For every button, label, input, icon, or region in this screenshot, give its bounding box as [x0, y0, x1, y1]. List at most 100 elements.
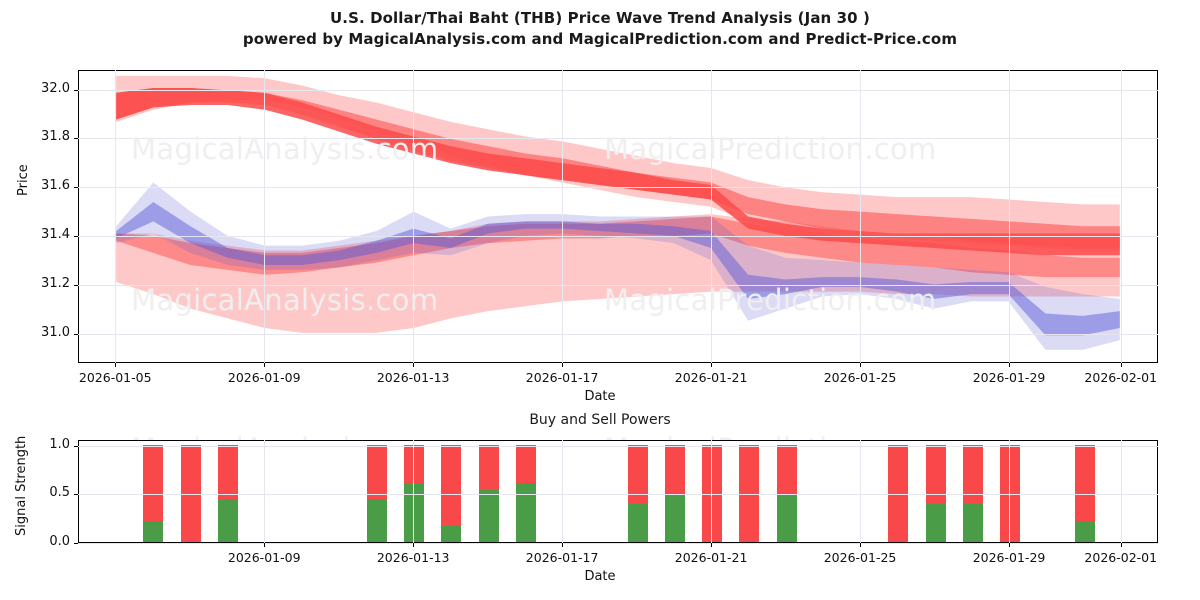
gridline-x: [413, 70, 415, 363]
x-tick-label: 2026-01-13: [376, 550, 450, 565]
signal-bar[interactable]: [962, 444, 983, 542]
chart-title-block: U.S. Dollar/Thai Baht (THB) Price Wave T…: [0, 8, 1200, 50]
price-band-layers: [116, 75, 1120, 350]
tick-mark-x: [115, 363, 117, 367]
gridline-x: [562, 440, 564, 543]
signal-bar[interactable]: [143, 444, 164, 542]
tick-mark-y: [74, 187, 78, 189]
gridline-y: [78, 138, 1158, 140]
subplot-title: Buy and Sell Powers: [529, 412, 671, 428]
signal-bar[interactable]: [515, 444, 536, 542]
buy-power-segment: [1074, 520, 1095, 542]
buy-power-segment: [217, 499, 238, 542]
band-red-inner-lower: [116, 216, 1120, 278]
main-y-axis-label: Price: [16, 164, 31, 196]
buy-power-segment: [962, 504, 983, 542]
signal-bar[interactable]: [1000, 444, 1021, 542]
tick-mark-x: [264, 543, 266, 547]
gridline-x: [1009, 440, 1011, 543]
buy-power-segment: [404, 483, 425, 542]
tick-mark-x: [1009, 363, 1011, 367]
x-tick-label: 2026-02-01: [1084, 550, 1158, 565]
buy-power-segment: [478, 489, 499, 542]
y-tick-label: 0.0: [49, 534, 70, 549]
x-tick-label: 2026-01-21: [674, 550, 748, 565]
gridline-y: [78, 187, 1158, 189]
x-tick-label: 2026-01-09: [227, 370, 301, 385]
gridline-x: [413, 440, 415, 543]
x-tick-label: 2026-01-29: [972, 370, 1046, 385]
buy-power-segment: [441, 526, 462, 542]
y-tick-label: 31.4: [41, 227, 70, 243]
gridline-x: [1009, 70, 1011, 363]
buy-power-segment: [515, 482, 536, 542]
tick-mark-y: [74, 494, 78, 496]
tick-mark-x: [413, 363, 415, 367]
gridline-x: [115, 70, 117, 363]
gridline-y: [78, 89, 1158, 91]
gridline-x: [860, 440, 862, 543]
y-tick-label: 0.5: [49, 485, 70, 501]
x-tick-label: 2026-01-21: [674, 370, 748, 385]
gridline-y: [78, 543, 1158, 544]
buy-sell-powers-plot: [78, 440, 1158, 543]
tick-mark-x: [562, 363, 564, 367]
signal-bar[interactable]: [366, 444, 387, 542]
band-blue-outer: [116, 182, 1120, 350]
signal-bar[interactable]: [664, 444, 685, 542]
tick-mark-y: [74, 89, 78, 91]
tick-mark-x: [1120, 363, 1122, 367]
signal-bar[interactable]: [404, 444, 425, 542]
gridline-x: [264, 440, 266, 543]
signal-bar[interactable]: [441, 444, 462, 542]
tick-mark-y: [74, 284, 78, 286]
x-tick-label: 2026-01-17: [525, 370, 599, 385]
x-tick-label: 2026-01-25: [823, 370, 897, 385]
page-title: U.S. Dollar/Thai Baht (THB) Price Wave T…: [330, 9, 870, 27]
gridline-x: [264, 70, 266, 363]
tick-mark-x: [1120, 543, 1122, 547]
tick-mark-x: [860, 543, 862, 547]
tick-mark-x: [711, 543, 713, 547]
gridline-y: [78, 284, 1158, 286]
gridline-y: [78, 445, 1158, 447]
tick-mark-x: [562, 543, 564, 547]
signal-bar[interactable]: [888, 444, 909, 542]
buy-power-segment: [925, 504, 946, 542]
gridline-x: [860, 70, 862, 363]
signal-bar[interactable]: [180, 444, 201, 542]
main-x-axis-label: Date: [584, 389, 616, 404]
x-tick-label: 2026-01-29: [972, 550, 1046, 565]
y-tick-label: 32.0: [41, 80, 70, 96]
tick-mark-y: [74, 138, 78, 140]
sub-x-axis-label: Date: [584, 569, 616, 584]
signal-bar[interactable]: [478, 444, 499, 542]
x-tick-label: 2026-02-01: [1084, 370, 1158, 385]
sub-y-axis-label: Signal Strength: [14, 435, 29, 536]
signal-bar[interactable]: [1074, 444, 1095, 542]
y-tick-label: 31.2: [41, 275, 70, 291]
tick-mark-x: [860, 363, 862, 367]
buy-power-segment: [627, 504, 648, 542]
signal-bar[interactable]: [925, 444, 946, 542]
x-tick-label: 2026-01-05: [78, 370, 152, 385]
signal-bar[interactable]: [217, 444, 238, 542]
y-tick-label: 31.0: [41, 324, 70, 340]
signal-bar[interactable]: [627, 444, 648, 542]
signal-bar[interactable]: [776, 444, 797, 542]
signal-bar[interactable]: [739, 444, 760, 542]
gridline-x: [1120, 70, 1122, 363]
tick-mark-x: [264, 363, 266, 367]
x-tick-label: 2026-01-13: [376, 370, 450, 385]
band-blue-core: [116, 201, 1120, 336]
y-tick-label: 1.0: [49, 436, 70, 452]
buy-power-segment: [143, 520, 164, 542]
x-tick-label: 2026-01-17: [525, 550, 599, 565]
y-tick-label: 31.6: [41, 178, 70, 194]
tick-mark-y: [74, 543, 78, 544]
x-tick-label: 2026-01-25: [823, 550, 897, 565]
signal-bar[interactable]: [702, 444, 723, 542]
page-subtitle: powered by MagicalAnalysis.com and Magic…: [242, 30, 958, 48]
buy-power-segment: [664, 493, 685, 542]
